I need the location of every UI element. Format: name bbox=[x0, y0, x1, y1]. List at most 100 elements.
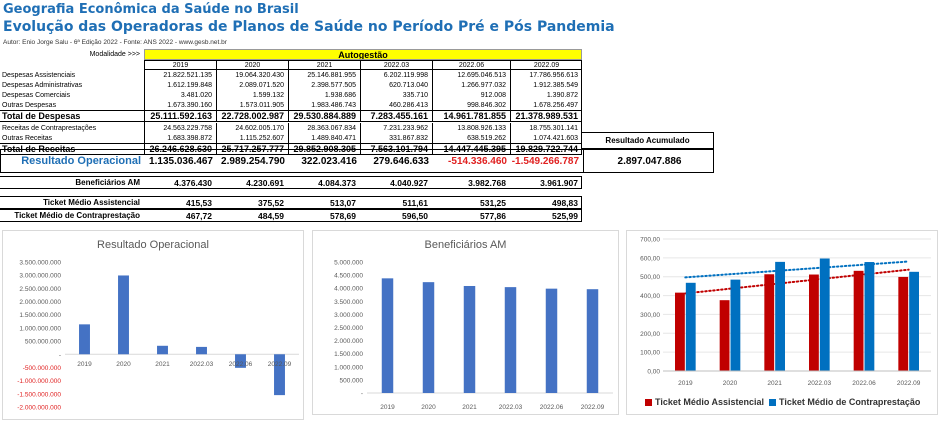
row-value: 12.695.046.513 bbox=[432, 70, 510, 80]
table-row: Despesas Assistenciais 21.822.521.135 19.0… bbox=[0, 70, 582, 80]
modalidade-value[interactable]: Autogestão bbox=[144, 49, 582, 60]
beneficiarios-value: 4.040.927 bbox=[390, 177, 428, 188]
y-tick-label: 2.000.000.000 bbox=[19, 299, 61, 306]
row-value: 1.983.486.743 bbox=[288, 100, 360, 110]
row-value: 29.530.884.889 bbox=[288, 111, 360, 121]
bar bbox=[118, 275, 129, 355]
table-row: Receitas de Contraprestações 24.563.229.7… bbox=[0, 123, 582, 133]
row-label: Total de Despesas bbox=[2, 111, 81, 121]
row-value: 13.808.926.133 bbox=[432, 123, 510, 133]
modalidade-label: Modalidade >>> bbox=[89, 51, 140, 58]
legend-red-swatch bbox=[645, 398, 652, 406]
period-header: 2019 bbox=[144, 60, 216, 70]
beneficiarios-value: 3.982.768 bbox=[468, 177, 506, 188]
modalidade-row: Modalidade >>> Autogestão bbox=[0, 49, 582, 60]
bar bbox=[235, 354, 246, 368]
row-label: Outras Receitas bbox=[2, 134, 53, 142]
bar bbox=[504, 287, 517, 393]
bar bbox=[819, 258, 830, 371]
y-tick-label: 300,00 bbox=[640, 312, 660, 319]
y-tick-label: 500.000 bbox=[340, 377, 364, 384]
resultado-value: 279.646.633 bbox=[373, 155, 429, 167]
resultado-value: 2.989.254.790 bbox=[221, 155, 285, 167]
x-tick-label: 2019 bbox=[380, 404, 395, 411]
author-line: Autor: Enio Jorge Salu - 6ª Edição 2022 … bbox=[3, 39, 227, 46]
row-value: 1.390.872 bbox=[510, 90, 582, 100]
y-tick-label: 1.500.000.000 bbox=[19, 312, 61, 319]
table-row: Ticket Médio Assistencial 415,53 375,52 513… bbox=[0, 196, 582, 209]
x-tick-label: 2022.09 bbox=[581, 404, 605, 411]
y-tick-label: 0,00 bbox=[647, 369, 660, 376]
period-header: 2022.09 bbox=[510, 60, 582, 70]
table-row: Total de Despesas 25.111.592.163 22.728.00… bbox=[0, 110, 582, 122]
ticket-assistencial-value: 375,52 bbox=[258, 197, 284, 208]
x-tick-label: 2022.06 bbox=[229, 361, 253, 368]
bar bbox=[809, 274, 819, 371]
chart-title: Resultado Operacional bbox=[97, 239, 209, 251]
x-tick-label: 2022.03 bbox=[499, 404, 523, 411]
resultado-acumulado-value: 2.897.047.886 bbox=[583, 150, 715, 172]
table-row: Ticket Médio de Contraprestação 467,72 484… bbox=[0, 209, 582, 222]
bar bbox=[157, 345, 168, 355]
table-row: Despesas Administrativas 1.612.199.848 2.0… bbox=[0, 80, 582, 90]
chart-beneficiarios[interactable]: Beneficiários AM 5.000.000 4.500.000 4.000… bbox=[312, 230, 619, 415]
row-value: 460.286.413 bbox=[360, 100, 432, 110]
legend-assistencial: Ticket Médio Assistencial bbox=[645, 397, 764, 407]
x-tick-label: 2021 bbox=[767, 380, 782, 387]
y-tick-label: -2.000.000.000 bbox=[17, 405, 61, 412]
chart-title: Beneficiários AM bbox=[424, 239, 507, 251]
ticket-contraprestacao-value: 467,72 bbox=[186, 210, 212, 221]
y-tick-label: 2.000.000 bbox=[334, 338, 363, 345]
row-value: 17.786.956.613 bbox=[510, 70, 582, 80]
row-value: 1.266.977.032 bbox=[432, 80, 510, 90]
x-tick-label: 2022.09 bbox=[897, 380, 921, 387]
y-tick-label: 3.000.000 bbox=[334, 312, 363, 319]
bar bbox=[675, 292, 685, 371]
bar bbox=[864, 262, 875, 371]
row-value: 19.064.320.430 bbox=[216, 70, 288, 80]
row-value: 24.602.005.170 bbox=[216, 123, 288, 133]
row-label: Despesas Administrativas bbox=[2, 81, 83, 89]
y-tick-label: -500.000.000 bbox=[23, 365, 62, 372]
chart-resultado-operacional[interactable]: Resultado Operacional 3.500.000.000 3.000… bbox=[2, 230, 304, 420]
row-value: 7.283.455.161 bbox=[360, 111, 432, 121]
ticket-assistencial-value: 511,61 bbox=[402, 197, 428, 208]
y-tick-label: 4.000.000 bbox=[334, 286, 363, 293]
row-value: 25.111.592.163 bbox=[144, 111, 216, 121]
y-tick-label: - bbox=[59, 352, 61, 359]
ticket-assistencial-value: 498,83 bbox=[552, 197, 578, 208]
resultado-operacional-svg: 3.500.000.000 3.000.000.000 2.500.000.000 2… bbox=[17, 260, 299, 412]
ticket-medio-svg: 700,00 600,00 500,00 400,00 300,00 200,00 100,… bbox=[640, 237, 931, 387]
y-tick-label: 100,00 bbox=[640, 350, 660, 357]
row-value: 638.519.262 bbox=[432, 133, 510, 143]
chart-ticket-medio[interactable]: 700,00 600,00 500,00 400,00 300,00 200,00 100,… bbox=[626, 230, 938, 415]
resultado-value: -1.549.266.787 bbox=[511, 155, 579, 167]
ticket-contraprestacao-label: Ticket Médio de Contraprestação bbox=[14, 211, 140, 220]
header-row: 2019 2020 2021 2022.03 2022.06 2022.09 bbox=[0, 60, 582, 70]
ticket-assistencial-value: 531,25 bbox=[480, 197, 506, 208]
trendline bbox=[684, 268, 910, 295]
bar bbox=[381, 278, 394, 393]
y-tick-label: 3.000.000.000 bbox=[19, 273, 61, 280]
bar bbox=[545, 288, 558, 393]
table-row: Outras Despesas 1.673.390.160 1.573.011.90… bbox=[0, 100, 582, 110]
row-label: Outras Despesas bbox=[2, 101, 57, 109]
legend-blue-swatch bbox=[769, 398, 776, 406]
y-tick-label: 200,00 bbox=[640, 331, 660, 338]
x-tick-label: 2022.06 bbox=[852, 380, 876, 387]
bar bbox=[853, 270, 864, 371]
x-tick-label: 2021 bbox=[462, 404, 477, 411]
bar bbox=[719, 300, 730, 371]
row-value: 22.728.002.987 bbox=[216, 111, 288, 121]
y-tick-label: 400,00 bbox=[640, 293, 660, 300]
row-value: 2.089.071.520 bbox=[216, 80, 288, 90]
x-tick-label: 2022.03 bbox=[808, 380, 832, 387]
beneficiarios-value: 4.084.373 bbox=[318, 177, 356, 188]
period-header: 2022.03 bbox=[360, 60, 432, 70]
table-row: Outras Receitas 1.683.398.872 1.115.252.60… bbox=[0, 133, 582, 143]
legend-label: Ticket Médio Assistencial bbox=[655, 397, 765, 407]
period-header: 2020 bbox=[216, 60, 288, 70]
y-tick-label: 600,00 bbox=[640, 255, 660, 262]
row-label: Despesas Assistenciais bbox=[2, 71, 76, 79]
y-tick-label: 1.000.000 bbox=[334, 364, 363, 371]
